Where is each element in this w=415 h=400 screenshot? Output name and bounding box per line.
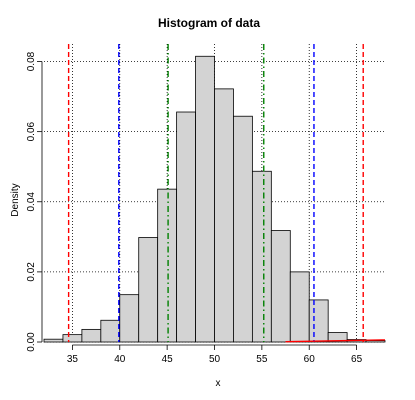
histogram-bar	[119, 294, 140, 343]
x-tick-label: 60	[304, 354, 316, 365]
histogram-bar	[100, 319, 121, 343]
vertical-reference-lines	[67, 44, 364, 342]
x-tick-label: 55	[256, 354, 268, 365]
x-axis: 35 40 45 50 55 60 65	[67, 344, 363, 365]
histogram-bar	[43, 338, 64, 343]
histogram-bar	[176, 111, 196, 343]
y-tick-label: 0.04	[26, 192, 37, 212]
y-axis: 0.00 0.02 0.04 0.06 0.08	[26, 51, 43, 352]
histogram-bar	[233, 115, 253, 343]
x-tick-label: 50	[209, 354, 221, 365]
histogram-bar	[308, 299, 329, 343]
histogram-bar	[251, 170, 272, 343]
histogram-bar	[195, 55, 215, 343]
trailing-density-line	[285, 339, 386, 343]
y-axis-label: Density	[10, 183, 21, 216]
histogram-bar	[289, 271, 310, 343]
red-trailing-line	[285, 339, 386, 343]
histogram-bar	[214, 88, 234, 343]
y-tick-label: 0.08	[26, 51, 37, 71]
x-axis-label: x	[216, 378, 221, 389]
histogram-bars	[43, 55, 386, 343]
x-tick-label: 35	[67, 354, 79, 365]
histogram-bar	[157, 188, 178, 343]
histogram-bar	[81, 328, 102, 343]
histogram-bar	[138, 237, 159, 343]
x-tick-label: 45	[162, 354, 174, 365]
y-tick-label: 0.06	[26, 121, 37, 141]
histogram-bar	[270, 230, 291, 343]
x-tick-label: 65	[351, 354, 363, 365]
histogram-bar	[327, 332, 348, 343]
y-tick-label: 0.00	[26, 332, 37, 352]
histogram-bar	[62, 334, 83, 343]
x-tick-label: 40	[114, 354, 126, 365]
chart-title: Histogram of data	[158, 16, 260, 30]
y-tick-label: 0.02	[26, 262, 37, 282]
